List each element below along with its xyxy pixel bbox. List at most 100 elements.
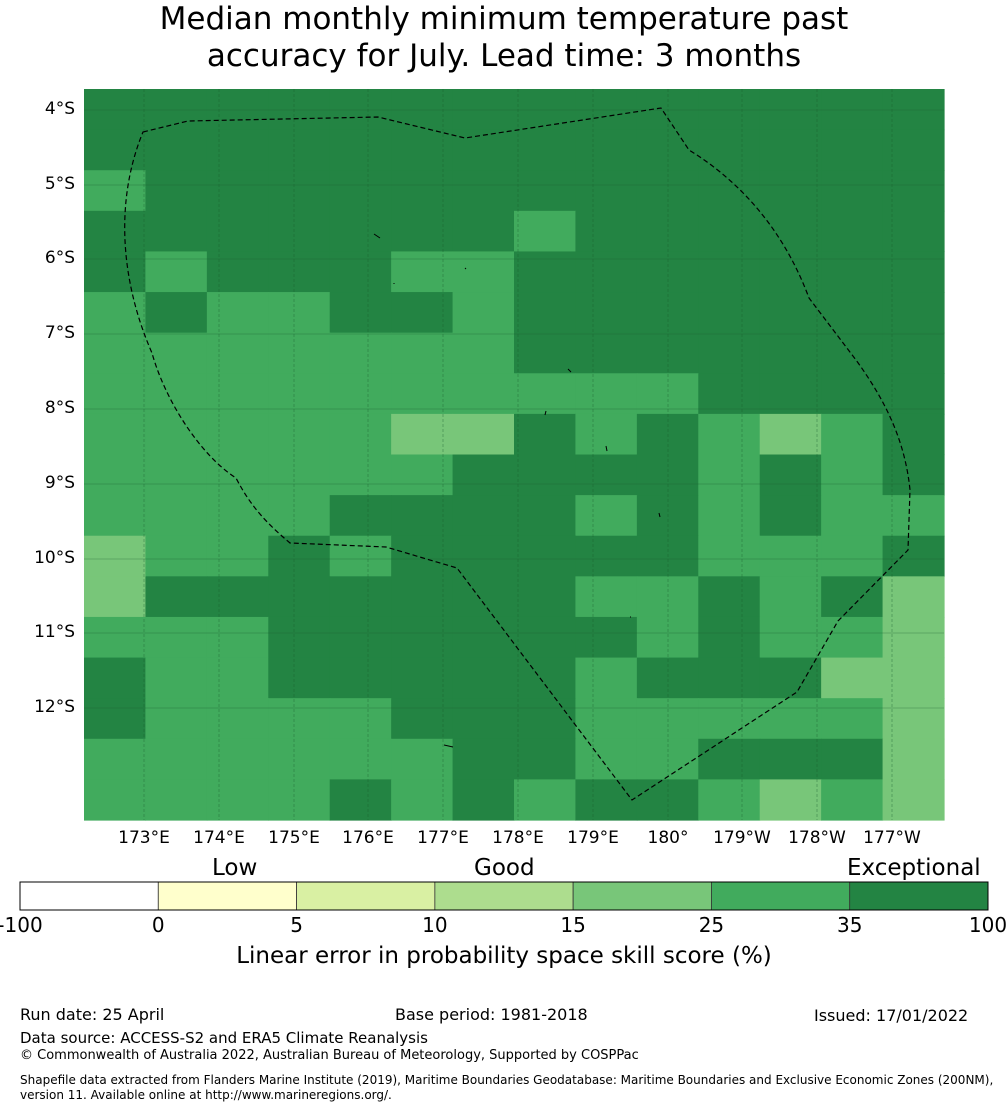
grid-cell xyxy=(452,170,515,212)
grid-cell xyxy=(391,210,454,253)
grid-cell xyxy=(821,413,884,456)
grid-cell xyxy=(575,698,638,740)
grid-cell xyxy=(206,576,269,618)
grid-cell xyxy=(268,129,331,171)
longitude-label: 176°E xyxy=(342,828,394,848)
grid-cell xyxy=(882,616,945,659)
grid-cell xyxy=(329,292,392,334)
grid-cell xyxy=(268,698,331,740)
grid-cell xyxy=(514,170,577,212)
grid-cell xyxy=(268,170,331,212)
grid-cell xyxy=(698,657,761,699)
grid-cell xyxy=(575,292,638,334)
grid-cell xyxy=(821,616,884,659)
grid-cell xyxy=(882,170,945,212)
grid-cell xyxy=(575,495,638,537)
island-1 xyxy=(373,233,381,239)
colorbar xyxy=(19,881,989,911)
island-6 xyxy=(605,445,608,452)
grid-cell xyxy=(391,738,454,780)
grid-cell xyxy=(698,616,761,659)
grid-cell xyxy=(821,170,884,212)
grid-cell xyxy=(391,495,454,537)
colorbar-tick-label: 5 xyxy=(290,913,303,937)
grid-cell xyxy=(882,657,945,699)
grid-cell xyxy=(698,292,761,334)
grid-cell xyxy=(882,373,945,415)
grid-cell xyxy=(575,657,638,699)
grid-cell xyxy=(759,738,822,780)
colorbar-tick-label: 10 xyxy=(422,913,448,937)
latitude-label: 12°S xyxy=(34,697,75,717)
grid-cell xyxy=(514,210,577,253)
colorbar-tick-label: -100 xyxy=(0,913,43,937)
island-8 xyxy=(443,744,454,748)
colorbar-label: Linear error in probability space skill … xyxy=(236,943,772,969)
colorbar-segment xyxy=(157,881,297,911)
grid-cell xyxy=(329,210,392,253)
colorbar-segment xyxy=(849,881,989,911)
grid-cell xyxy=(329,129,392,171)
grid-cell xyxy=(514,373,577,415)
latitude-label: 6°S xyxy=(44,248,75,268)
grid-cell xyxy=(759,292,822,334)
grid-cell xyxy=(575,779,638,821)
longitude-label: 180° xyxy=(647,828,689,848)
colorbar-segment xyxy=(572,881,712,911)
island-7 xyxy=(658,512,661,518)
grid-cell xyxy=(698,89,761,131)
grid-cell xyxy=(268,292,331,334)
grid-cell xyxy=(821,292,884,334)
grid-cell xyxy=(268,738,331,780)
grid-cell xyxy=(206,698,269,740)
grid-cell xyxy=(882,576,945,618)
grid-cell xyxy=(698,332,761,374)
grid-cell xyxy=(882,454,945,496)
grid-cell xyxy=(759,576,822,618)
grid-cell xyxy=(145,373,208,415)
base-period: Base period: 1981-2018 xyxy=(395,1005,588,1024)
grid-cell xyxy=(145,698,208,740)
grid-cell xyxy=(452,89,515,131)
grid-cell xyxy=(821,251,884,293)
grid-cell xyxy=(391,535,454,577)
longitude-label: 173°E xyxy=(118,828,170,848)
grid-cell xyxy=(514,535,577,577)
grid-cell xyxy=(759,89,822,131)
grid-cell xyxy=(575,210,638,253)
colorbar-tick-label: 100 xyxy=(968,913,1008,937)
grid-cell xyxy=(575,129,638,171)
grid-cell xyxy=(698,129,761,171)
grid-cell xyxy=(329,576,392,618)
grid-cell xyxy=(84,657,147,699)
grid-cell xyxy=(821,332,884,374)
grid-cell xyxy=(391,89,454,131)
shapefile-credit-2: version 11. Available online at http://w… xyxy=(20,1088,392,1102)
latitude-label: 5°S xyxy=(44,174,75,194)
grid-cell xyxy=(821,779,884,821)
grid-cell xyxy=(145,129,208,171)
grid-cell xyxy=(575,535,638,577)
grid-cell xyxy=(698,170,761,212)
grid-cell xyxy=(759,495,822,537)
longitude-label: 179°W xyxy=(713,828,771,848)
grid-cell xyxy=(391,454,454,496)
grid-cell xyxy=(329,413,392,456)
grid-cell xyxy=(882,332,945,374)
grid-cell xyxy=(329,373,392,415)
longitude-label: 177°E xyxy=(417,828,469,848)
grid-cell xyxy=(391,251,454,293)
map-title-line-2: accuracy for July. Lead time: 3 months xyxy=(206,38,802,74)
grid-cell xyxy=(882,738,945,780)
grid-cell xyxy=(206,129,269,171)
grid-cell xyxy=(84,129,147,171)
map-title-line-1: Median monthly minimum temperature past xyxy=(159,1,849,37)
grid-cell xyxy=(514,251,577,293)
category-low: Low xyxy=(212,855,258,881)
grid-cell xyxy=(759,698,822,740)
grid-cell xyxy=(759,535,822,577)
grid-cell xyxy=(882,779,945,821)
grid-cell xyxy=(268,251,331,293)
grid-cell xyxy=(206,251,269,293)
